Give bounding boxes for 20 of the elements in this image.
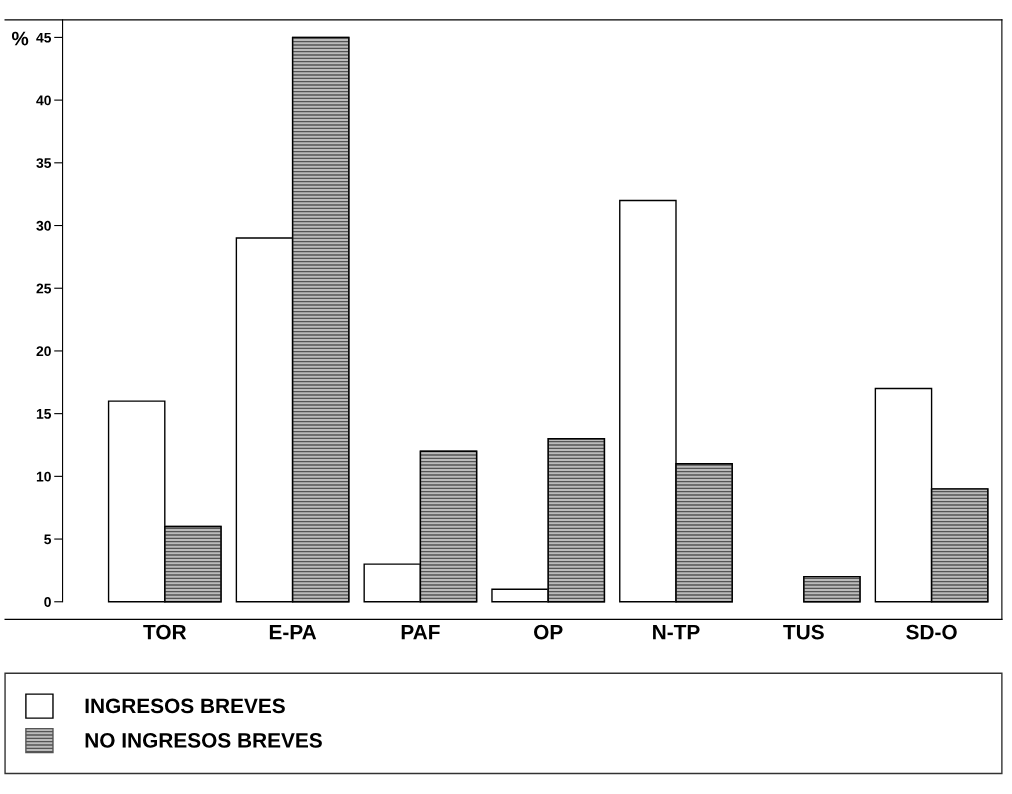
y-tick-label: 5 (44, 534, 52, 545)
y-tick-label: 0 (44, 597, 51, 607)
y-tick-label: 25 (36, 283, 52, 294)
x-tick-label: TUS (783, 624, 824, 640)
y-axis-title: % (11, 31, 29, 46)
y-tick-label: 35 (36, 158, 52, 169)
y-tick-label: 15 (36, 409, 52, 419)
x-tick-label: OP (534, 624, 563, 640)
y-tick-label: 45 (36, 32, 52, 43)
y-tick-label: 40 (36, 95, 51, 106)
x-tick-label: E-PA (269, 624, 317, 640)
legend-label: INGRESOS BREVES (85, 698, 285, 714)
y-tick-label: 30 (36, 220, 51, 231)
x-tick-label: TOR (143, 624, 187, 640)
x-tick-label: N-TP (653, 624, 700, 640)
x-tick-label: SD-O (906, 624, 957, 640)
y-tick-label: 10 (36, 471, 51, 482)
x-tick-label: PAF (401, 624, 440, 640)
y-tick-label: 20 (36, 346, 51, 357)
legend-label: NO INGRESOS BREVES (85, 733, 322, 748)
